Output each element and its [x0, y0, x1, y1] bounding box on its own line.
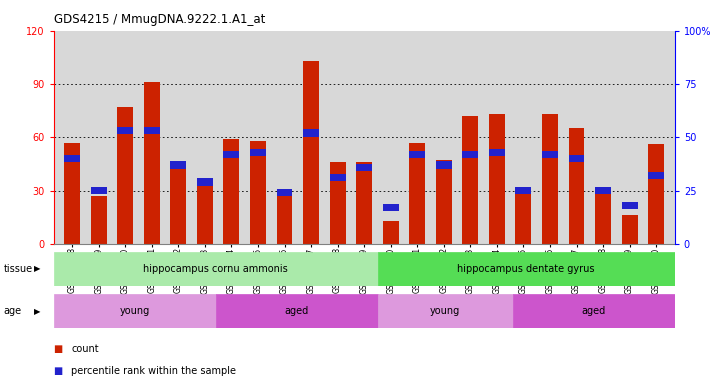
Bar: [64, 142, 80, 244]
Bar: [622, 215, 638, 244]
Text: tissue: tissue: [4, 264, 33, 274]
Bar: [489, 149, 505, 156]
Bar: [409, 151, 426, 158]
Bar: [568, 128, 585, 244]
Bar: [144, 82, 160, 244]
Text: young: young: [430, 306, 461, 316]
Bar: [622, 202, 638, 209]
Bar: [516, 189, 531, 244]
Bar: [91, 187, 106, 194]
Text: young: young: [119, 306, 150, 316]
Bar: [303, 129, 319, 137]
Bar: [276, 189, 293, 196]
Text: ▶: ▶: [34, 264, 40, 273]
Text: percentile rank within the sample: percentile rank within the sample: [71, 366, 236, 376]
Bar: [223, 139, 239, 244]
Bar: [250, 141, 266, 244]
Bar: [171, 162, 186, 244]
Bar: [648, 144, 664, 244]
Bar: [250, 149, 266, 156]
Bar: [378, 294, 513, 328]
Bar: [542, 151, 558, 158]
Bar: [91, 196, 106, 244]
Bar: [383, 204, 398, 211]
Text: aged: aged: [582, 306, 606, 316]
Bar: [117, 127, 134, 134]
Bar: [463, 116, 478, 244]
Bar: [216, 294, 378, 328]
Text: count: count: [71, 344, 99, 354]
Bar: [568, 155, 585, 162]
Bar: [409, 142, 426, 244]
Bar: [436, 161, 452, 244]
Bar: [489, 114, 505, 244]
Bar: [383, 221, 398, 244]
Bar: [513, 294, 675, 328]
Bar: [54, 252, 378, 286]
Bar: [595, 187, 611, 194]
Bar: [223, 151, 239, 158]
Text: hippocampus cornu ammonis: hippocampus cornu ammonis: [144, 264, 288, 274]
Bar: [463, 151, 478, 158]
Bar: [64, 155, 80, 162]
Bar: [197, 185, 213, 244]
Bar: [330, 174, 346, 181]
Bar: [171, 161, 186, 169]
Bar: [303, 61, 319, 244]
Bar: [276, 192, 293, 244]
Bar: [54, 294, 216, 328]
Bar: [330, 162, 346, 244]
Bar: [436, 161, 452, 169]
Text: ■: ■: [54, 366, 63, 376]
Text: ■: ■: [54, 344, 63, 354]
Bar: [648, 172, 664, 179]
Bar: [197, 179, 213, 185]
Bar: [378, 252, 675, 286]
Text: aged: aged: [284, 306, 308, 316]
Bar: [516, 187, 531, 194]
Bar: [595, 192, 611, 244]
Bar: [542, 114, 558, 244]
Text: age: age: [4, 306, 21, 316]
Text: GDS4215 / MmugDNA.9222.1.A1_at: GDS4215 / MmugDNA.9222.1.A1_at: [54, 13, 265, 26]
Bar: [117, 107, 134, 244]
Bar: [356, 164, 372, 170]
Text: hippocampus dentate gyrus: hippocampus dentate gyrus: [458, 264, 595, 274]
Text: ▶: ▶: [34, 306, 40, 316]
Bar: [144, 127, 160, 134]
Bar: [356, 162, 372, 244]
